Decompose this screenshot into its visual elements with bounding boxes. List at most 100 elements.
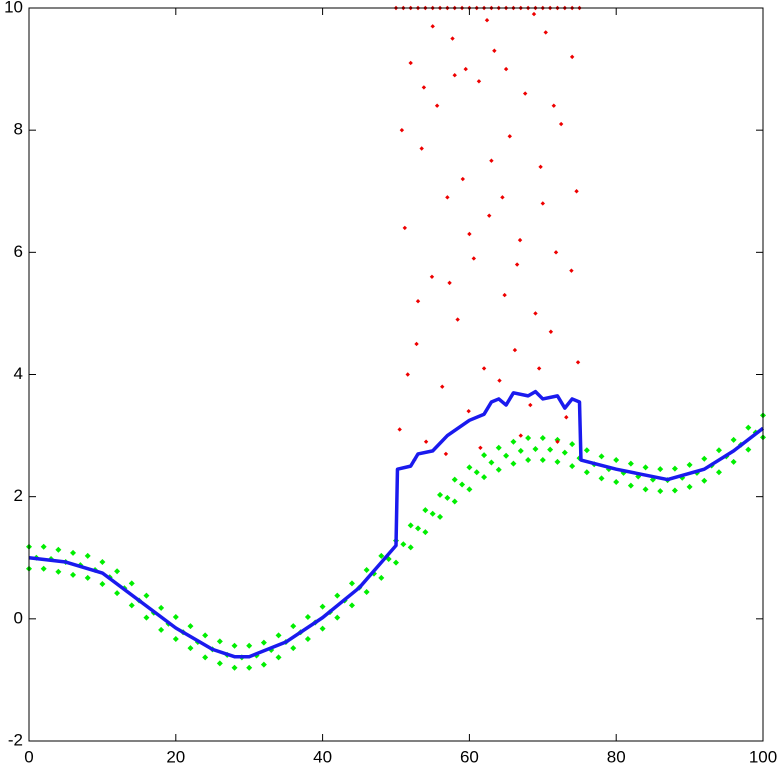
data-point bbox=[554, 458, 561, 465]
y-tick-label: 0 bbox=[14, 608, 23, 627]
data-point bbox=[627, 460, 634, 467]
data-point bbox=[452, 72, 457, 78]
x-tick-label: 0 bbox=[24, 747, 33, 766]
data-point bbox=[290, 645, 297, 652]
data-point bbox=[363, 588, 370, 595]
data-point bbox=[216, 638, 223, 645]
data-point bbox=[444, 494, 451, 501]
data-point bbox=[481, 474, 488, 481]
y-tick-label: -2 bbox=[8, 730, 23, 749]
data-point bbox=[363, 566, 370, 573]
x-tick-label: 100 bbox=[749, 747, 777, 766]
data-point bbox=[114, 568, 121, 575]
data-point bbox=[514, 262, 520, 267]
data-point bbox=[466, 408, 471, 414]
data-point bbox=[414, 341, 419, 347]
data-point bbox=[447, 280, 452, 286]
data-point bbox=[517, 237, 523, 243]
data-point bbox=[510, 460, 517, 467]
x-tick-label: 80 bbox=[607, 747, 626, 766]
y-tick-label: 4 bbox=[14, 364, 23, 383]
data-point bbox=[558, 121, 564, 127]
data-point bbox=[564, 415, 569, 420]
data-point bbox=[730, 458, 737, 465]
data-point bbox=[745, 446, 752, 453]
data-point bbox=[393, 559, 399, 566]
data-point bbox=[422, 507, 429, 514]
data-point bbox=[574, 189, 579, 194]
data-point bbox=[290, 623, 297, 630]
data-point bbox=[172, 614, 179, 621]
data-point bbox=[422, 529, 429, 536]
data-point bbox=[459, 481, 466, 488]
data-point bbox=[539, 435, 546, 442]
data-point bbox=[304, 614, 311, 621]
data-point bbox=[231, 642, 238, 649]
data-point bbox=[532, 446, 539, 453]
data-point bbox=[397, 427, 402, 432]
data-point bbox=[304, 635, 311, 642]
data-point bbox=[415, 299, 421, 304]
data-point bbox=[489, 158, 494, 163]
data-point bbox=[627, 482, 634, 489]
data-point bbox=[715, 447, 722, 454]
data-point bbox=[443, 451, 449, 457]
data-point bbox=[402, 225, 408, 231]
data-point bbox=[642, 464, 649, 471]
data-point bbox=[216, 660, 223, 667]
data-point bbox=[430, 24, 435, 29]
data-point bbox=[114, 590, 121, 597]
data-point bbox=[517, 447, 524, 454]
data-point bbox=[598, 453, 605, 460]
data-point bbox=[378, 552, 385, 559]
data-point bbox=[561, 449, 568, 456]
data-point bbox=[260, 661, 267, 668]
data-point bbox=[400, 541, 407, 548]
data-point bbox=[437, 513, 444, 520]
y-tick-label: 2 bbox=[14, 486, 23, 505]
data-point bbox=[423, 439, 429, 444]
data-point bbox=[487, 213, 492, 218]
data-point bbox=[495, 466, 502, 473]
data-point bbox=[246, 642, 253, 649]
data-point bbox=[510, 438, 517, 445]
data-point bbox=[536, 366, 542, 371]
data-point bbox=[481, 452, 488, 459]
data-point bbox=[569, 463, 576, 470]
data-point bbox=[451, 498, 458, 505]
data-point bbox=[275, 632, 282, 639]
data-point bbox=[575, 360, 581, 365]
data-point bbox=[547, 446, 554, 453]
data-point bbox=[408, 60, 413, 66]
data-point bbox=[128, 602, 135, 609]
data-point bbox=[99, 581, 106, 588]
data-point bbox=[657, 488, 664, 495]
plot-area bbox=[29, 8, 763, 741]
data-point bbox=[525, 457, 532, 464]
data-point bbox=[378, 574, 385, 581]
data-point bbox=[512, 347, 518, 353]
data-point bbox=[455, 317, 460, 322]
data-point bbox=[598, 475, 605, 482]
data-point bbox=[671, 465, 678, 472]
data-point bbox=[613, 457, 620, 464]
data-point bbox=[429, 510, 436, 517]
data-point bbox=[440, 384, 445, 389]
data-point bbox=[548, 329, 554, 334]
data-point bbox=[495, 444, 502, 451]
data-point bbox=[467, 231, 472, 237]
data-point bbox=[450, 36, 455, 41]
data-point bbox=[415, 525, 422, 532]
data-point bbox=[518, 433, 523, 438]
data-point bbox=[553, 250, 559, 255]
data-point bbox=[334, 614, 341, 621]
data-point bbox=[497, 378, 502, 383]
data-point bbox=[569, 268, 574, 273]
data-point bbox=[476, 79, 482, 84]
data-point bbox=[399, 127, 405, 133]
data-point bbox=[543, 30, 548, 35]
data-point bbox=[407, 522, 414, 529]
data-point bbox=[429, 274, 435, 279]
data-point bbox=[84, 574, 91, 581]
